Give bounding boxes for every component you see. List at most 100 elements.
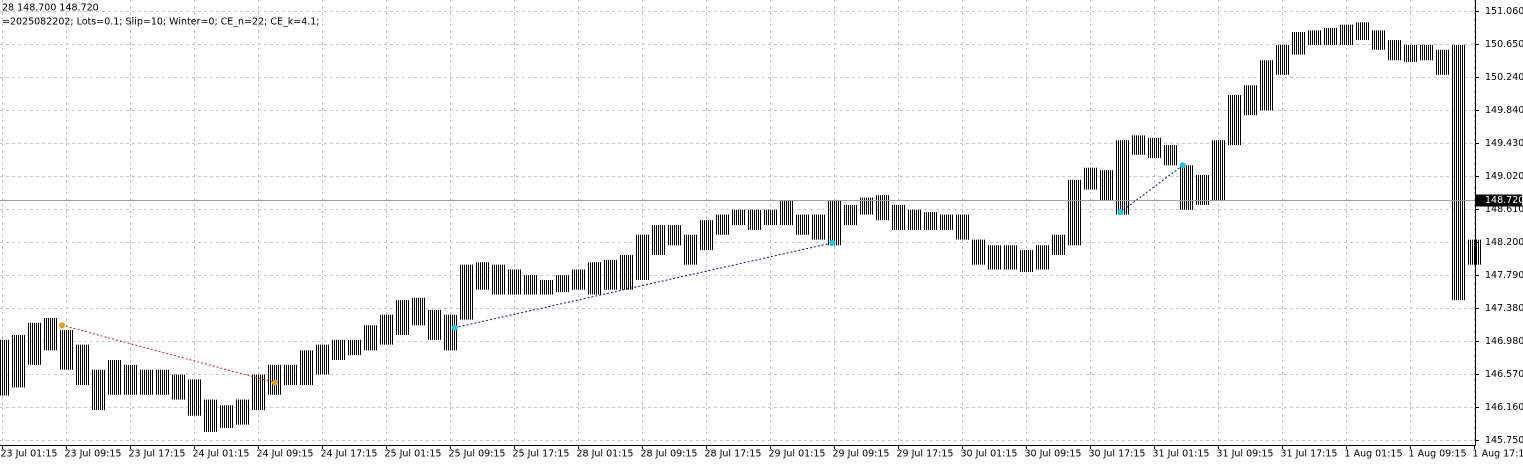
price-bar xyxy=(1227,95,1241,145)
trade-marker xyxy=(1117,209,1123,215)
price-bar xyxy=(987,245,1001,269)
price-bar xyxy=(1307,30,1321,45)
price-bar xyxy=(555,275,569,292)
price-bar xyxy=(1019,250,1033,272)
price-bar xyxy=(27,323,41,365)
price-bar xyxy=(427,310,441,340)
x-tick-label: 29 Jul 09:15 xyxy=(833,449,890,460)
y-tick-label: 146.980 xyxy=(1485,336,1523,347)
y-tick-label: 147.380 xyxy=(1485,303,1523,314)
price-bar xyxy=(475,262,489,289)
price-bar xyxy=(779,200,793,225)
x-tick-label: 25 Jul 09:15 xyxy=(449,449,506,460)
y-tick-label: 150.650 xyxy=(1485,39,1523,50)
x-tick-label: 23 Jul 17:15 xyxy=(129,449,186,460)
price-bar xyxy=(75,345,89,385)
price-bar xyxy=(1003,245,1017,269)
price-bar xyxy=(299,350,313,385)
price-bar xyxy=(395,300,409,335)
price-bar xyxy=(619,255,633,290)
price-bar xyxy=(1323,28,1337,45)
y-tick-label: 147.790 xyxy=(1485,270,1523,281)
price-bar xyxy=(795,215,809,235)
x-tick-label: 28 Jul 01:15 xyxy=(577,449,634,460)
price-bar xyxy=(203,400,217,432)
x-tick-label: 31 Jul 01:15 xyxy=(1153,449,1210,460)
x-tick-label: 1 Aug 01:15 xyxy=(1345,449,1403,460)
price-bar xyxy=(667,225,681,245)
price-bar xyxy=(1099,170,1113,200)
price-bar xyxy=(187,379,201,415)
price-bar xyxy=(1291,32,1305,55)
trade-marker xyxy=(452,325,458,331)
price-bar xyxy=(459,265,473,320)
y-tick-label: 151.060 xyxy=(1485,6,1523,17)
price-bar xyxy=(123,365,137,395)
price-bar xyxy=(571,270,585,290)
price-bar xyxy=(1419,45,1433,60)
price-bar xyxy=(683,235,697,265)
trade-marker xyxy=(829,240,835,246)
price-bar xyxy=(315,345,329,375)
x-tick-label: 31 Jul 09:15 xyxy=(1217,449,1274,460)
price-bar xyxy=(891,205,905,230)
price-bar xyxy=(955,215,969,240)
trade-marker xyxy=(59,322,65,328)
price-bar xyxy=(1451,45,1465,300)
price-bar xyxy=(971,240,985,265)
trade-marker xyxy=(1180,162,1186,168)
x-tick-label: 25 Jul 17:15 xyxy=(513,449,570,460)
price-bar xyxy=(43,318,57,350)
y-tick-label: 146.160 xyxy=(1485,402,1523,413)
price-bar xyxy=(11,335,25,388)
price-bar xyxy=(1163,145,1177,165)
price-bar xyxy=(219,405,233,428)
trade-marker xyxy=(272,380,278,386)
current-price-label: 148.720 xyxy=(1485,195,1523,206)
price-bar xyxy=(1211,140,1225,200)
price-bar xyxy=(491,265,505,295)
y-tick-label: 148.200 xyxy=(1485,237,1523,248)
price-bar xyxy=(1371,30,1385,49)
price-bar xyxy=(1355,22,1369,40)
price-bar xyxy=(91,370,105,410)
price-bar xyxy=(1387,40,1401,60)
x-tick-label: 28 Jul 17:15 xyxy=(705,449,762,460)
price-bar xyxy=(347,340,361,355)
price-bar xyxy=(587,262,601,294)
x-tick-label: 23 Jul 01:15 xyxy=(1,449,58,460)
chart-subtitle: =2025082202; Lots=0.1; Slip=10; Winter=0… xyxy=(2,17,320,28)
price-bar xyxy=(507,270,521,295)
x-tick-label: 24 Jul 01:15 xyxy=(193,449,250,460)
y-tick-label: 145.750 xyxy=(1485,435,1523,446)
x-tick-label: 28 Jul 09:15 xyxy=(641,449,698,460)
y-tick-label: 149.020 xyxy=(1485,171,1523,182)
price-bar xyxy=(363,325,377,350)
x-tick-label: 30 Jul 09:15 xyxy=(1025,449,1082,460)
price-bar xyxy=(107,360,121,395)
y-tick-label: 149.430 xyxy=(1485,138,1523,149)
price-bar xyxy=(747,210,761,230)
price-bar xyxy=(923,212,937,230)
price-bar xyxy=(1035,245,1049,269)
chart-title: 28 148.700 148.720 xyxy=(2,3,99,14)
price-bar xyxy=(907,210,921,230)
price-bar xyxy=(0,340,9,396)
price-bar xyxy=(59,330,73,370)
x-tick-label: 23 Jul 09:15 xyxy=(65,449,122,460)
x-tick-label: 29 Jul 01:15 xyxy=(769,449,826,460)
y-tick-label: 150.240 xyxy=(1485,72,1523,83)
price-bar xyxy=(715,215,729,235)
price-bar xyxy=(331,340,345,360)
price-bar xyxy=(1339,25,1353,45)
x-tick-label: 30 Jul 01:15 xyxy=(961,449,1018,460)
price-bar xyxy=(1115,140,1129,214)
price-bar xyxy=(843,205,857,225)
price-bar xyxy=(155,370,169,395)
x-tick-label: 1 Aug 09:15 xyxy=(1409,449,1467,460)
price-bar xyxy=(827,200,841,245)
price-bar xyxy=(235,400,249,425)
price-bar xyxy=(1275,45,1289,75)
